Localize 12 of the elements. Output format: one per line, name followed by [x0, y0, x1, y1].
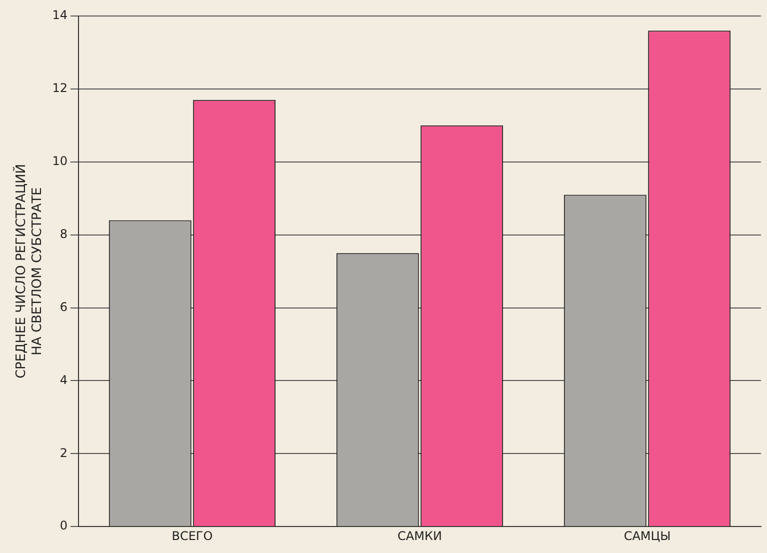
- x-tick-label: САМЦЫ: [624, 528, 671, 543]
- y-tick-label: 0: [60, 518, 68, 533]
- y-tick-label: 12: [52, 81, 68, 96]
- y-tick-label: 8: [60, 226, 68, 241]
- x-tick-label: САМКИ: [398, 528, 442, 543]
- y-tick-label: 10: [52, 154, 68, 168]
- x-tick-label: ВСЕГО: [172, 528, 213, 543]
- y-tick-label: 2: [60, 446, 68, 460]
- y-axis-title: СРЕДНЕЕ ЧИСЛО РЕГИСТРАЦИЙ НА СВЕТЛОМ СУБСТРАТЕ: [12, 164, 45, 379]
- y-tick-label: 4: [60, 372, 68, 387]
- y-tick-label: 6: [60, 300, 68, 314]
- y-tick-label: 14: [52, 8, 68, 22]
